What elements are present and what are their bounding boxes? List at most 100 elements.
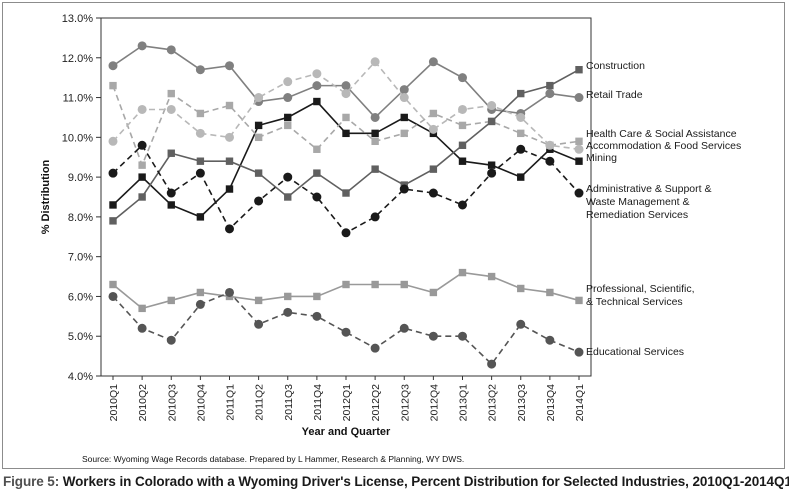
data-point [342, 280, 350, 289]
data-point [458, 200, 467, 210]
y-tick-label: 7.0% [68, 252, 93, 264]
data-point [137, 323, 147, 333]
y-tick-label: 9.0% [68, 172, 93, 184]
data-point [167, 149, 175, 157]
data-point [428, 331, 438, 341]
x-tick-label: 2013Q3 [516, 384, 528, 422]
data-point [195, 65, 205, 75]
y-tick-label: 12.0% [62, 53, 93, 65]
data-point [487, 359, 497, 369]
data-point [167, 201, 175, 209]
data-point [137, 41, 147, 51]
source-note: Source: Wyoming Wage Records database. P… [82, 454, 465, 464]
data-point [196, 157, 205, 165]
data-point [312, 81, 322, 91]
data-point [458, 141, 467, 149]
data-point [341, 228, 351, 238]
data-point [166, 188, 176, 198]
y-tick-label: 13.0% [62, 13, 93, 25]
data-point [225, 287, 234, 297]
data-point [138, 304, 146, 313]
data-point [429, 288, 438, 297]
data-point [574, 93, 584, 103]
figure-title: Workers in Colorado with a Wyoming Drive… [62, 474, 789, 489]
data-point [167, 89, 175, 98]
data-point [284, 121, 292, 130]
data-point [371, 280, 379, 289]
data-point [487, 161, 496, 169]
series-line [112, 271, 580, 310]
data-point [225, 61, 234, 71]
data-point [545, 156, 555, 166]
data-point [371, 137, 379, 146]
data-point [312, 69, 322, 79]
data-point [196, 288, 205, 297]
y-axis-title: % Distribution [40, 159, 52, 234]
data-point [284, 113, 292, 122]
data-point [545, 335, 555, 345]
series-line [112, 144, 580, 234]
data-point [108, 168, 118, 178]
data-point [487, 117, 496, 126]
x-tick-label: 2010Q2 [137, 384, 149, 422]
data-point [254, 133, 263, 142]
data-point [458, 73, 467, 83]
data-point [487, 272, 496, 281]
data-point [109, 217, 117, 225]
data-point [342, 113, 350, 122]
data-point [109, 280, 117, 289]
data-point [254, 169, 263, 177]
data-point [137, 140, 147, 150]
data-point [574, 144, 584, 154]
x-tick-label: 2012Q1 [341, 384, 353, 422]
data-point [371, 165, 379, 173]
series-label: Mining [586, 152, 617, 164]
data-point [575, 157, 583, 165]
data-point [575, 66, 583, 74]
data-point [575, 137, 583, 146]
data-point [399, 93, 409, 103]
series-label: Construction [586, 60, 645, 72]
y-tick-label: 4.0% [68, 371, 93, 383]
x-tick-label: 2014Q1 [574, 384, 586, 422]
x-tick-label: 2013Q1 [458, 384, 470, 422]
x-tick-label: 2010Q4 [195, 384, 207, 422]
chart-frame: 4.0% 5.0% 6.0% 7.0% 8.0% 9.0% 10.0% 11.0% 12.0% 1… [2, 2, 785, 469]
data-point [137, 104, 147, 114]
data-point [400, 129, 408, 138]
data-point [109, 81, 117, 90]
data-point [196, 213, 205, 221]
x-tick-label: 2012Q3 [399, 384, 411, 422]
data-point [166, 45, 176, 55]
series-label: Health Care & Social Assistance [586, 128, 737, 140]
data-point [283, 307, 293, 317]
data-point [487, 168, 497, 178]
series-label: & Technical Services [586, 296, 683, 308]
data-point [574, 347, 584, 357]
series-label: Remediation Services [586, 209, 688, 221]
data-point [428, 124, 438, 134]
x-tick-label: 2010Q3 [166, 384, 178, 422]
data-point [108, 136, 118, 146]
data-point [254, 319, 264, 329]
data-point [370, 57, 380, 67]
data-point [370, 343, 380, 353]
data-point [254, 296, 263, 305]
y-tick-label: 10.0% [62, 132, 93, 144]
data-point [545, 140, 555, 150]
data-point [313, 292, 321, 301]
data-point [312, 192, 322, 202]
data-point [574, 188, 584, 198]
data-point [313, 97, 321, 106]
data-point [341, 81, 351, 91]
data-point [428, 57, 438, 67]
data-point [370, 212, 380, 222]
data-point [458, 104, 467, 114]
data-point [545, 89, 555, 99]
y-tick-label: 11.0% [63, 93, 94, 105]
x-tick-label: 2010Q1 [108, 384, 120, 422]
data-point [313, 169, 321, 177]
data-point [428, 188, 438, 198]
data-point [283, 172, 293, 182]
data-point [254, 93, 264, 103]
